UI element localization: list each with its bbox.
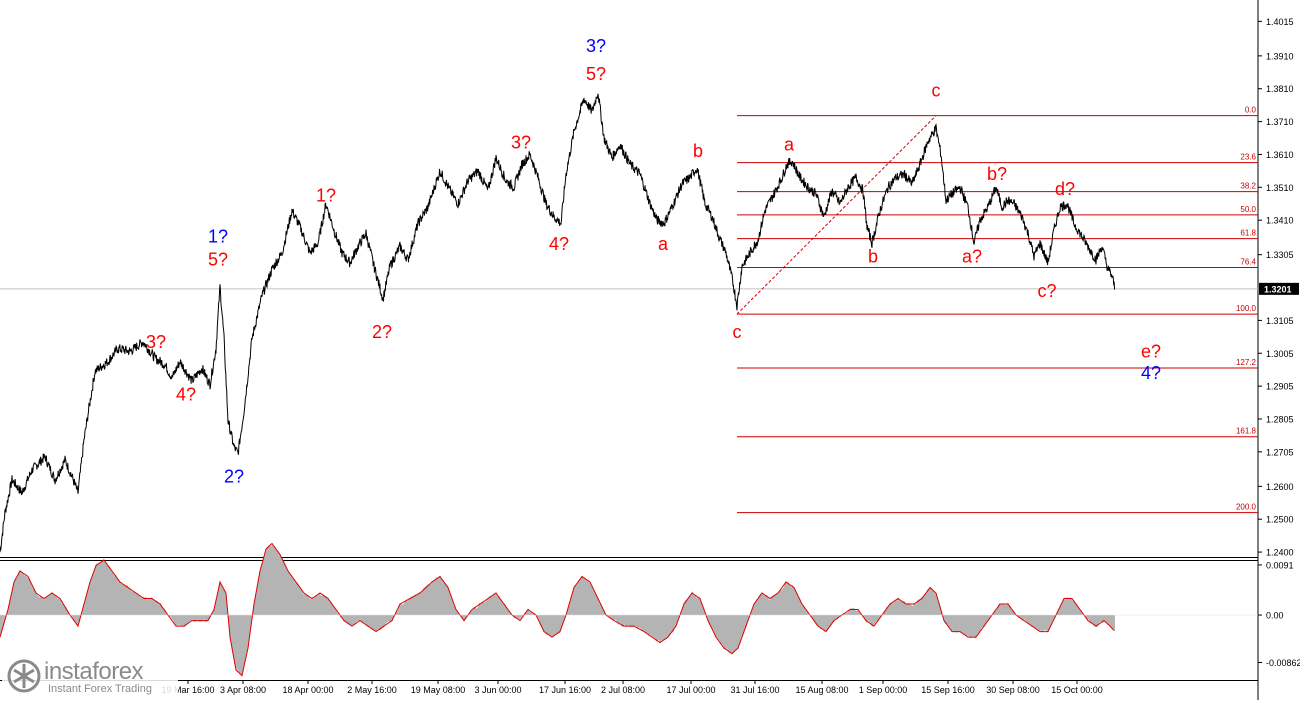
price-tick-label-12: 1.2705 bbox=[1266, 447, 1294, 457]
wave-label-8: 4? bbox=[549, 234, 569, 254]
wave-label-11: b bbox=[693, 141, 703, 161]
fib-label-7: 127.2 bbox=[1236, 358, 1257, 367]
time-label-0: 19 Mar 16:00 bbox=[161, 685, 214, 695]
time-label-11: 1 Sep 00:00 bbox=[859, 685, 908, 695]
wave-label-4: 2? bbox=[224, 466, 244, 486]
price-tick-label-3: 1.3710 bbox=[1266, 117, 1294, 127]
time-label-2: 18 Apr 00:00 bbox=[282, 685, 333, 695]
price-tick-label-14: 1.2500 bbox=[1266, 515, 1294, 525]
price-tick-label-15: 1.2400 bbox=[1266, 548, 1294, 558]
wave-label-22: 4? bbox=[1141, 363, 1161, 383]
fib-label-0: 0.0 bbox=[1245, 106, 1257, 115]
fib-trendline bbox=[736, 115, 937, 315]
price-tick-label-0: 1.4015 bbox=[1266, 17, 1294, 27]
price-tick-label-1: 1.3910 bbox=[1266, 51, 1294, 61]
price-tick-label-8: 1.3105 bbox=[1266, 316, 1294, 326]
price-tick-label-10: 1.2905 bbox=[1266, 382, 1294, 392]
time-label-6: 17 Jun 16:00 bbox=[539, 685, 591, 695]
wave-label-21: e? bbox=[1141, 342, 1161, 362]
time-label-7: 2 Jul 08:00 bbox=[601, 685, 645, 695]
current-price-label: 1.3201 bbox=[1264, 284, 1292, 294]
wave-label-18: a? bbox=[962, 246, 982, 266]
wave-label-10: 5? bbox=[586, 64, 606, 84]
time-label-12: 15 Sep 16:00 bbox=[921, 685, 975, 695]
fib-label-2: 38.2 bbox=[1240, 182, 1256, 191]
time-label-5: 3 Jun 00:00 bbox=[474, 685, 521, 695]
time-label-4: 19 May 08:00 bbox=[411, 685, 466, 695]
fib-label-3: 50.0 bbox=[1240, 205, 1256, 214]
wave-label-1: 4? bbox=[176, 384, 196, 404]
price-tick-label-13: 1.2600 bbox=[1266, 482, 1294, 492]
price-series-line bbox=[0, 93, 1116, 553]
oscillator-signal-line bbox=[0, 542, 1115, 677]
price-tick-label-5: 1.3510 bbox=[1266, 183, 1294, 193]
price-tick-label-7: 1.3305 bbox=[1266, 250, 1294, 260]
wave-label-5: 1? bbox=[316, 186, 336, 206]
wave-label-12: a bbox=[658, 234, 669, 254]
current-price-box bbox=[1259, 282, 1299, 295]
price-tick-label-2: 1.3810 bbox=[1266, 84, 1294, 94]
time-label-8: 17 Jul 00:00 bbox=[666, 685, 715, 695]
fib-label-9: 200.0 bbox=[1236, 503, 1257, 512]
fib-label-8: 161.8 bbox=[1236, 427, 1257, 436]
fib-label-6: 100.0 bbox=[1236, 304, 1257, 313]
wave-label-9: 3? bbox=[586, 36, 606, 56]
osc-tick-label-0: 0.0091 bbox=[1266, 560, 1294, 570]
osc-tick-label-2: -0.00862 bbox=[1266, 658, 1300, 668]
wave-label-20: c? bbox=[1037, 281, 1056, 301]
time-label-13: 30 Sep 08:00 bbox=[986, 685, 1040, 695]
price-tick-label-4: 1.3610 bbox=[1266, 150, 1294, 160]
time-label-14: 15 Oct 00:00 bbox=[1051, 685, 1103, 695]
watermark-brand: instaforex bbox=[44, 658, 144, 685]
watermark: instaforex Instant Forex Trading bbox=[2, 656, 178, 696]
wave-label-0: 3? bbox=[146, 332, 166, 352]
instaforex-logo bbox=[7, 659, 41, 693]
price-tick-label-9: 1.3005 bbox=[1266, 349, 1294, 359]
price-tick-label-6: 1.3410 bbox=[1266, 216, 1294, 226]
wave-label-19: d? bbox=[1055, 179, 1075, 199]
time-label-9: 31 Jul 16:00 bbox=[730, 685, 779, 695]
fib-label-1: 23.6 bbox=[1240, 153, 1256, 162]
wave-label-17: b? bbox=[987, 164, 1007, 184]
time-label-1: 3 Apr 08:00 bbox=[220, 685, 266, 695]
price-tick-label-11: 1.2805 bbox=[1266, 414, 1294, 424]
wave-label-16: c bbox=[932, 80, 941, 100]
wave-label-15: b bbox=[868, 246, 878, 266]
wave-label-2: 1? bbox=[208, 227, 228, 247]
wave-label-7: 3? bbox=[511, 133, 531, 153]
fib-label-4: 61.8 bbox=[1240, 229, 1256, 238]
wave-label-13: c bbox=[733, 322, 742, 342]
watermark-tagline: Instant Forex Trading bbox=[48, 683, 152, 695]
wave-label-14: a bbox=[784, 135, 795, 155]
fib-label-5: 76.4 bbox=[1240, 257, 1256, 266]
time-label-3: 2 May 16:00 bbox=[347, 685, 397, 695]
time-label-10: 15 Aug 08:00 bbox=[795, 685, 848, 695]
wave-label-6: 2? bbox=[372, 322, 392, 342]
osc-tick-label-1: 0.00 bbox=[1266, 611, 1284, 621]
wave-label-3: 5? bbox=[208, 250, 228, 270]
oscillator-histogram bbox=[0, 544, 1115, 677]
